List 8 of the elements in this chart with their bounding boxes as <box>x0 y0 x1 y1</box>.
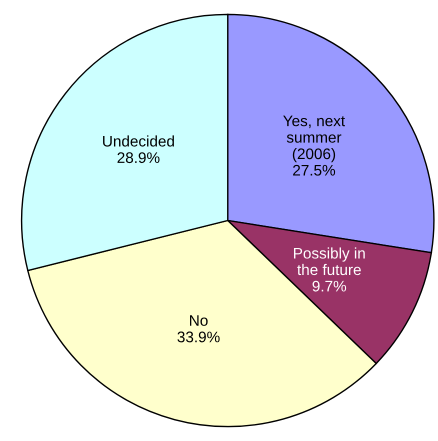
slice-label: Yes, next summer (2006) <box>283 116 345 162</box>
slice-label: No <box>190 315 208 326</box>
data-label: 28.9% <box>118 152 160 164</box>
data-label: 27.5% <box>293 164 336 176</box>
data-label: 9.7% <box>312 280 346 292</box>
data-label: 33.9% <box>177 332 220 342</box>
slice-label: Possibly in the future <box>294 247 365 276</box>
slice-label: Undecided <box>103 135 174 147</box>
